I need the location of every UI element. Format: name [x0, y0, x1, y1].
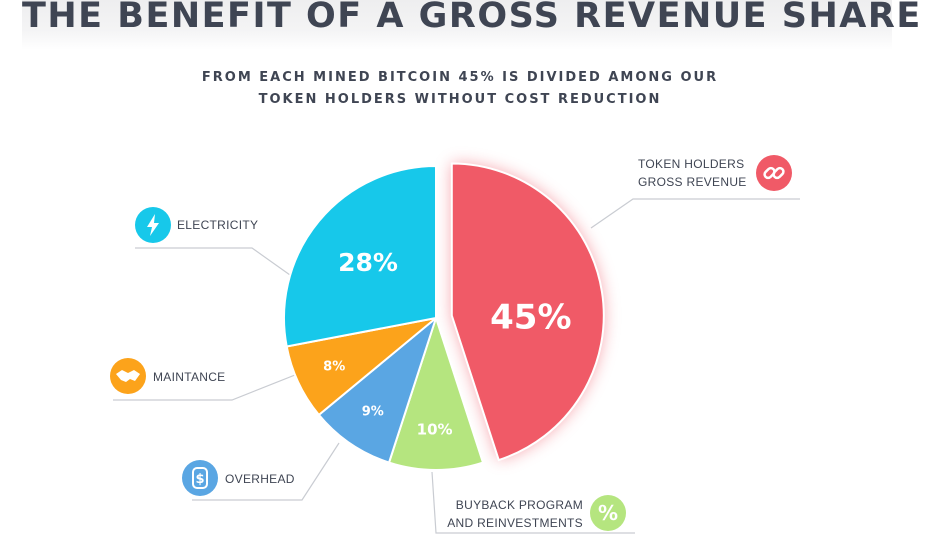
slice-value-label: 10%: [417, 420, 453, 438]
pie-slice: [283, 164, 437, 348]
pie-slice: [450, 162, 605, 462]
slice-legend-label: ELECTRICITY: [177, 218, 258, 232]
slice-legend-label: OVERHEAD: [225, 472, 295, 486]
leader-line: [192, 442, 340, 501]
leader-line: [590, 198, 800, 229]
slice-value-label: 8%: [323, 360, 345, 375]
percent-icon: %: [590, 495, 626, 531]
slice-legend-label: GROSS REVENUE: [638, 175, 747, 189]
svg-text:$: $: [195, 472, 204, 487]
page-title: THE BENEFIT OF A GROSS REVENUE SHARE: [22, 0, 922, 36]
pie-slice: [387, 314, 485, 472]
slice-value-label: 9%: [362, 405, 384, 420]
slice-legend-label: AND REINVESTMENTS: [447, 516, 583, 530]
link-icon: [756, 155, 792, 191]
svg-text:%: %: [598, 501, 618, 525]
pie-slice: [317, 315, 439, 464]
dollar-icon: $: [182, 460, 218, 496]
slice-value-label: 45%: [490, 298, 571, 338]
subtitle-line-1: FROM EACH MINED BITCOIN 45% IS DIVIDED A…: [201, 70, 719, 85]
leader-line: [113, 372, 301, 401]
slice-legend-label: BUYBACK PROGRAM: [456, 498, 583, 512]
slice-legend-label: MAINTANCE: [153, 370, 225, 384]
subtitle-line-2: TOKEN HOLDERS WITHOUT COST REDUCTION: [258, 92, 662, 107]
title-band: THE BENEFIT OF A GROSS REVENUE SHARE: [22, 0, 922, 50]
slice-legend-label: TOKEN HOLDERS: [638, 157, 744, 171]
lightning-icon: [135, 207, 171, 243]
leader-line: [135, 247, 291, 276]
leader-line: [431, 471, 635, 534]
slice-value-label: 28%: [338, 248, 398, 277]
handshake-icon: [110, 358, 146, 394]
